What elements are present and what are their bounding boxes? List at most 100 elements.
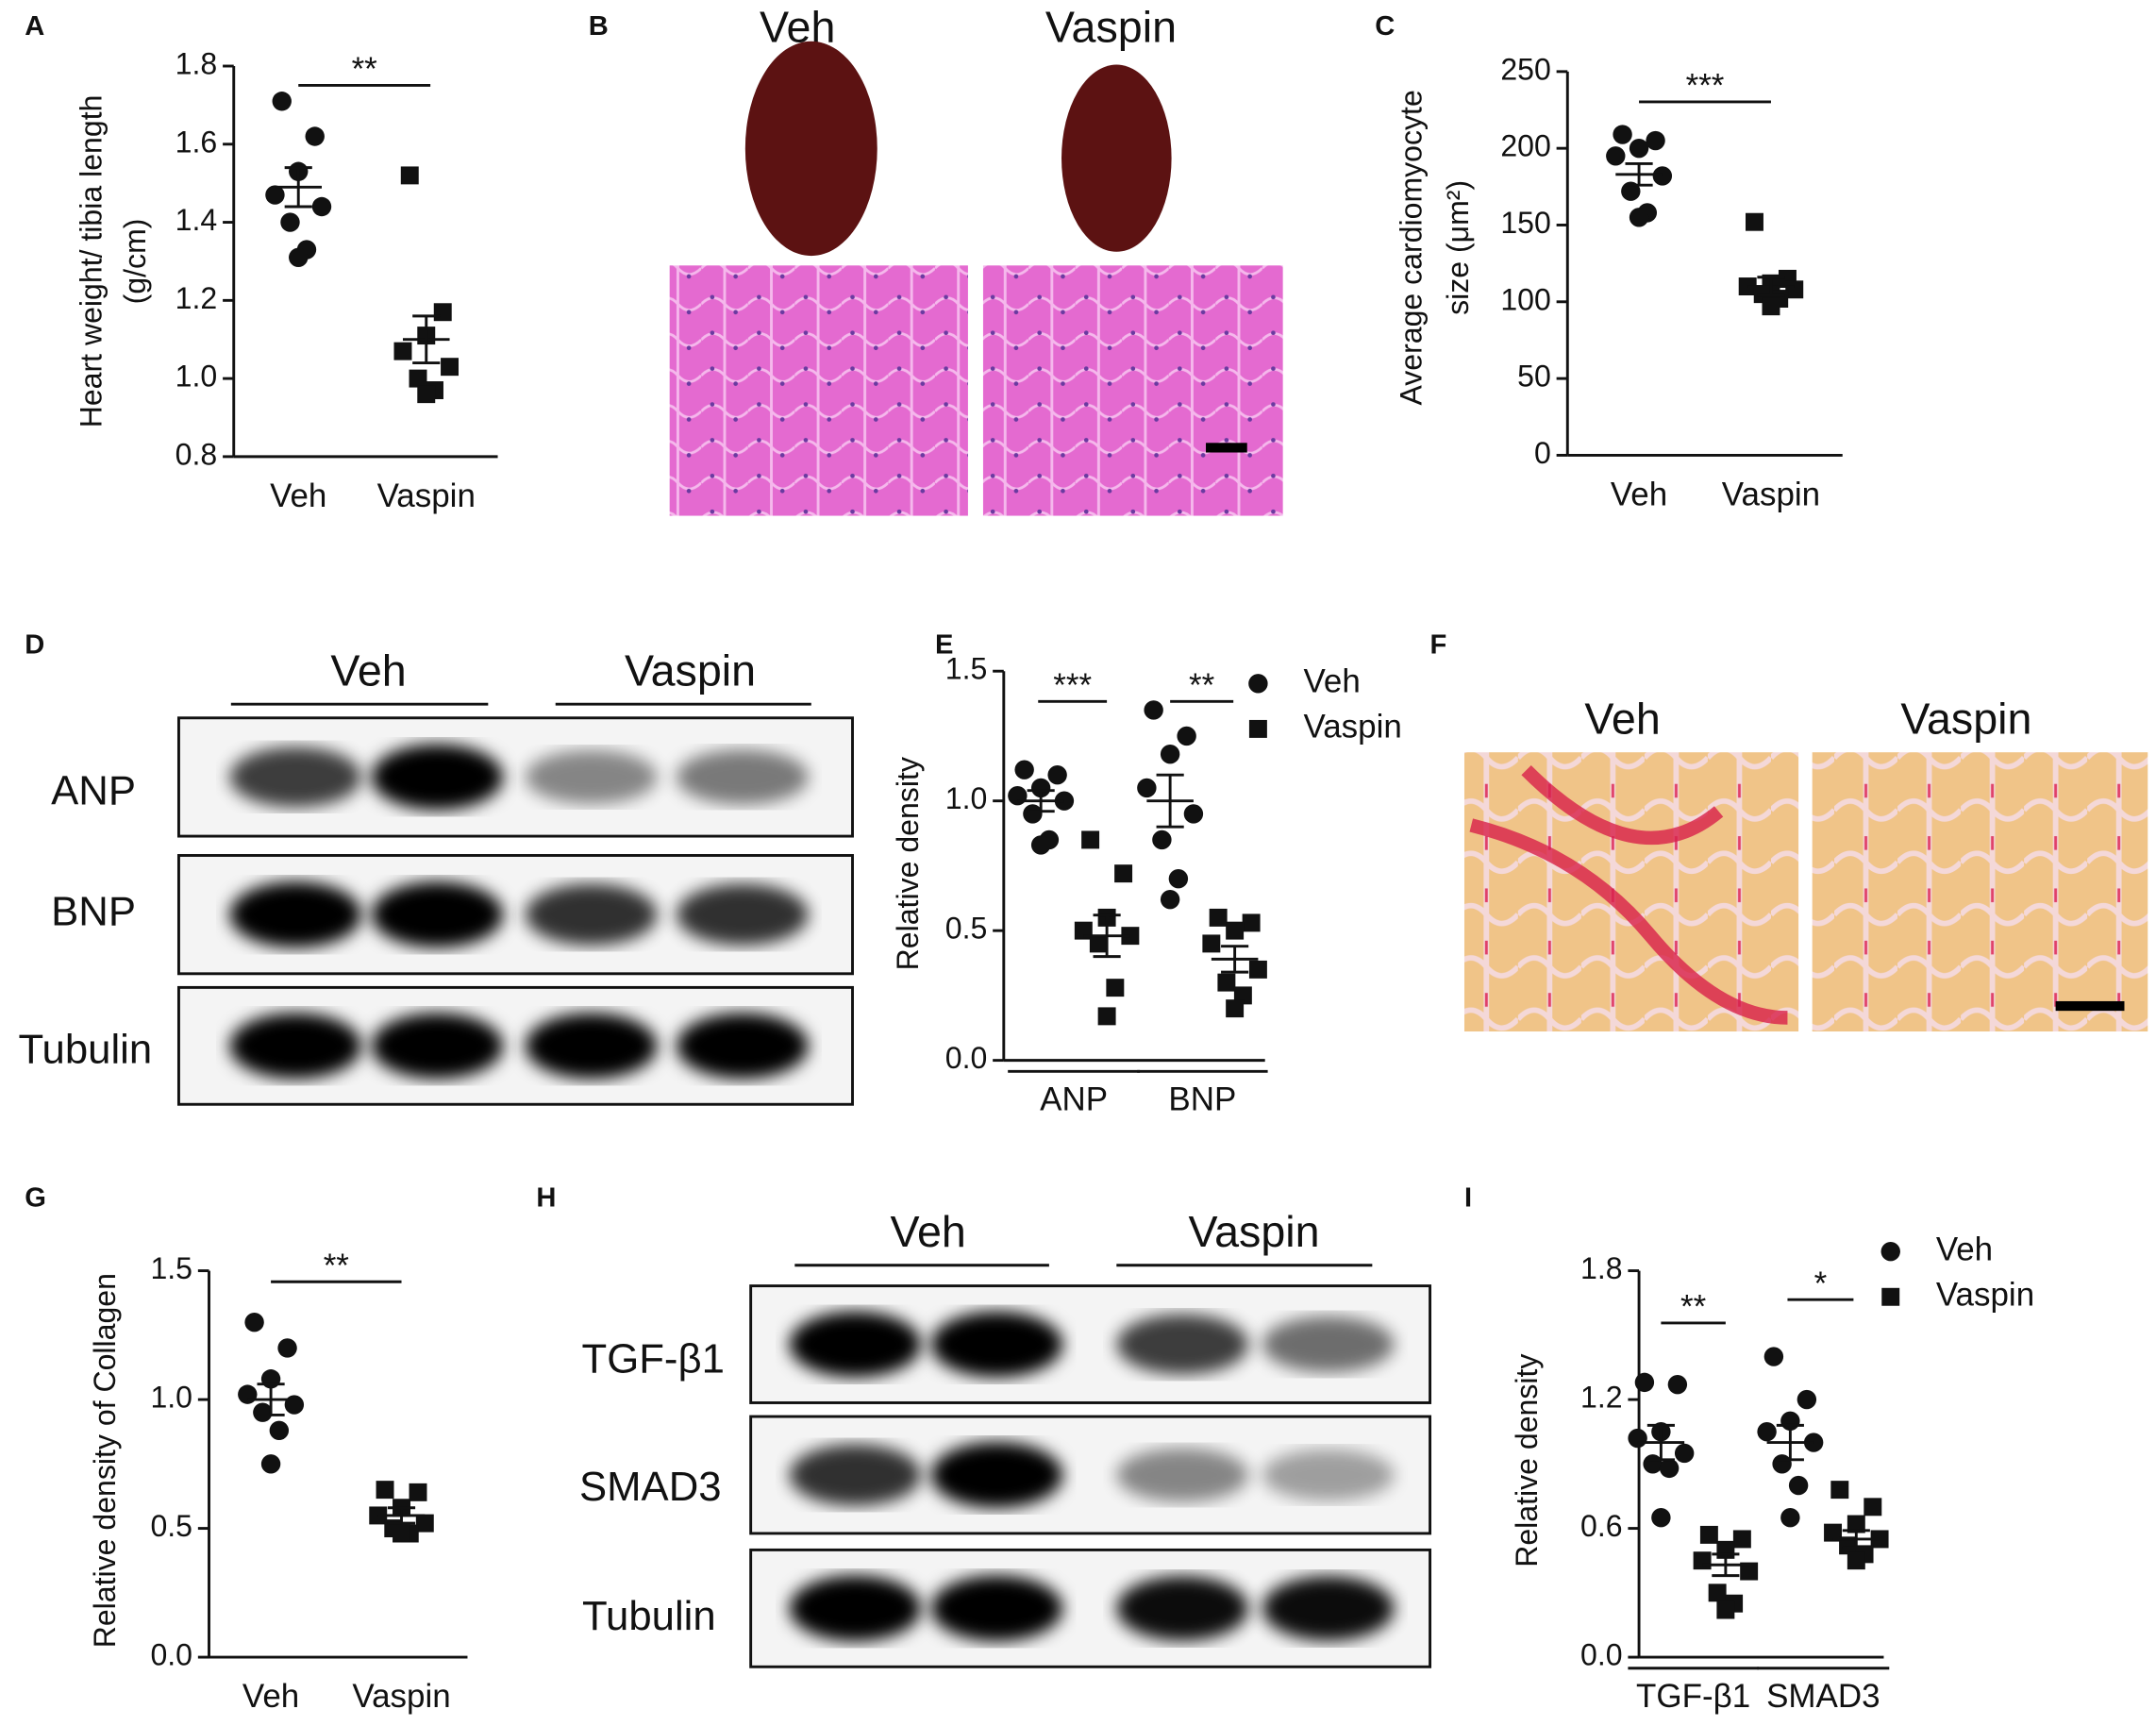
blot-band bbox=[371, 744, 504, 811]
y-tick-label: 0.6 bbox=[1580, 1509, 1623, 1543]
legend-label: Vaspin bbox=[1303, 709, 1401, 746]
blot-band bbox=[229, 746, 362, 808]
y-tick-label: 0.8 bbox=[175, 437, 218, 471]
y-tick-label: 1.8 bbox=[1580, 1251, 1623, 1285]
y-tick-label: 0.5 bbox=[945, 912, 988, 946]
data-point bbox=[1629, 208, 1649, 227]
data-point bbox=[1047, 764, 1067, 785]
y-tick-label: 0.5 bbox=[150, 1509, 192, 1543]
data-point bbox=[269, 1420, 290, 1441]
data-point bbox=[1177, 726, 1196, 746]
heart-image bbox=[744, 41, 877, 257]
image-label: Veh bbox=[1584, 694, 1660, 743]
error-bar bbox=[1712, 1552, 1740, 1578]
data-point bbox=[1226, 921, 1245, 940]
data-point bbox=[1030, 835, 1051, 855]
y-axis-label: Average cardiomyocyte bbox=[1395, 90, 1429, 405]
data-point bbox=[277, 1338, 297, 1358]
data-point bbox=[1030, 778, 1051, 798]
stain-image bbox=[1812, 752, 2148, 1032]
data-point bbox=[1242, 913, 1261, 932]
data-point bbox=[1629, 138, 1649, 159]
data-point bbox=[1137, 778, 1157, 798]
y-tick-label: 0.0 bbox=[150, 1638, 192, 1672]
data-point bbox=[376, 1481, 394, 1500]
blot-band bbox=[525, 749, 658, 804]
data-point bbox=[1763, 1347, 1784, 1366]
error-bar bbox=[1156, 773, 1184, 829]
y-tick-label: 200 bbox=[1500, 129, 1550, 163]
error-bar bbox=[284, 166, 312, 209]
stain-image bbox=[1463, 752, 1799, 1032]
data-point bbox=[1785, 280, 1804, 299]
y-axis-label: size (μm²) bbox=[1441, 180, 1475, 315]
error-bar bbox=[1625, 161, 1653, 187]
error-bar bbox=[257, 1382, 285, 1416]
data-point bbox=[260, 1454, 281, 1474]
data-point bbox=[1693, 1551, 1712, 1570]
x-tick-label: Veh bbox=[242, 1678, 299, 1715]
blot-row-label: TGF-β1 bbox=[582, 1335, 725, 1382]
panel-letter: E bbox=[935, 630, 953, 661]
data-point bbox=[1824, 1523, 1843, 1542]
x-tick-label: Veh bbox=[270, 478, 326, 514]
data-point bbox=[1634, 1372, 1655, 1393]
data-point bbox=[1168, 868, 1189, 889]
data-point bbox=[1628, 1428, 1647, 1449]
data-point bbox=[1226, 999, 1245, 1018]
stain-fibers bbox=[1469, 764, 1788, 1025]
blot-band bbox=[1262, 1449, 1395, 1501]
data-point bbox=[1772, 1454, 1792, 1474]
blot-band bbox=[371, 1013, 504, 1080]
y-tick-label: 1.8 bbox=[175, 46, 218, 80]
significance-label: * bbox=[1814, 1265, 1828, 1302]
blot-band bbox=[930, 1311, 1063, 1378]
blot-row-label: BNP bbox=[51, 889, 136, 935]
data-point bbox=[280, 212, 300, 232]
blot-row-label: ANP bbox=[51, 767, 136, 813]
data-point bbox=[1106, 979, 1125, 997]
data-point bbox=[400, 166, 419, 185]
y-tick-label: 1.2 bbox=[1580, 1381, 1623, 1415]
panel-letter: D bbox=[25, 630, 44, 661]
x-tick-label: Vaspin bbox=[377, 478, 476, 514]
data-point bbox=[1847, 1551, 1865, 1570]
panel-letter: B bbox=[589, 11, 609, 42]
y-tick-label: 100 bbox=[1500, 282, 1550, 316]
panel-letter: A bbox=[25, 11, 44, 42]
data-point bbox=[393, 342, 412, 360]
y-axis-label: Relative density of Collagen bbox=[88, 1273, 122, 1648]
data-point bbox=[272, 92, 292, 111]
blot-band bbox=[525, 883, 658, 946]
blot-column-label: Vaspin bbox=[1188, 1207, 1319, 1256]
significance-label: ** bbox=[352, 51, 378, 88]
data-point bbox=[1160, 744, 1180, 764]
data-point bbox=[1114, 864, 1133, 883]
y-tick-label: 250 bbox=[1500, 52, 1550, 86]
y-tick-label: 1.2 bbox=[175, 281, 218, 315]
blot-row-label: SMAD3 bbox=[579, 1464, 722, 1510]
data-point bbox=[1023, 804, 1043, 824]
data-point bbox=[305, 126, 325, 146]
data-point bbox=[244, 1312, 264, 1332]
blot-band bbox=[789, 1311, 922, 1378]
data-point bbox=[1830, 1481, 1849, 1500]
panel-letter: G bbox=[25, 1183, 46, 1214]
data-point bbox=[284, 1395, 305, 1415]
data-point bbox=[1839, 1536, 1858, 1555]
blot-row-label: Tubulin bbox=[582, 1593, 716, 1639]
data-point bbox=[238, 1384, 258, 1404]
data-point bbox=[253, 1402, 273, 1422]
blot-band bbox=[676, 883, 809, 946]
data-point bbox=[1097, 1007, 1116, 1026]
significance-label: ** bbox=[1680, 1289, 1707, 1326]
y-tick-label: 1.5 bbox=[945, 652, 988, 686]
data-point bbox=[1183, 804, 1204, 824]
error-bar bbox=[387, 1506, 416, 1525]
y-axis-label: Relative density bbox=[1510, 1354, 1544, 1567]
legend-marker bbox=[1248, 719, 1267, 738]
panel-letter: F bbox=[1430, 630, 1447, 661]
y-axis-label: Relative density bbox=[891, 757, 925, 970]
data-point bbox=[1757, 1422, 1777, 1442]
